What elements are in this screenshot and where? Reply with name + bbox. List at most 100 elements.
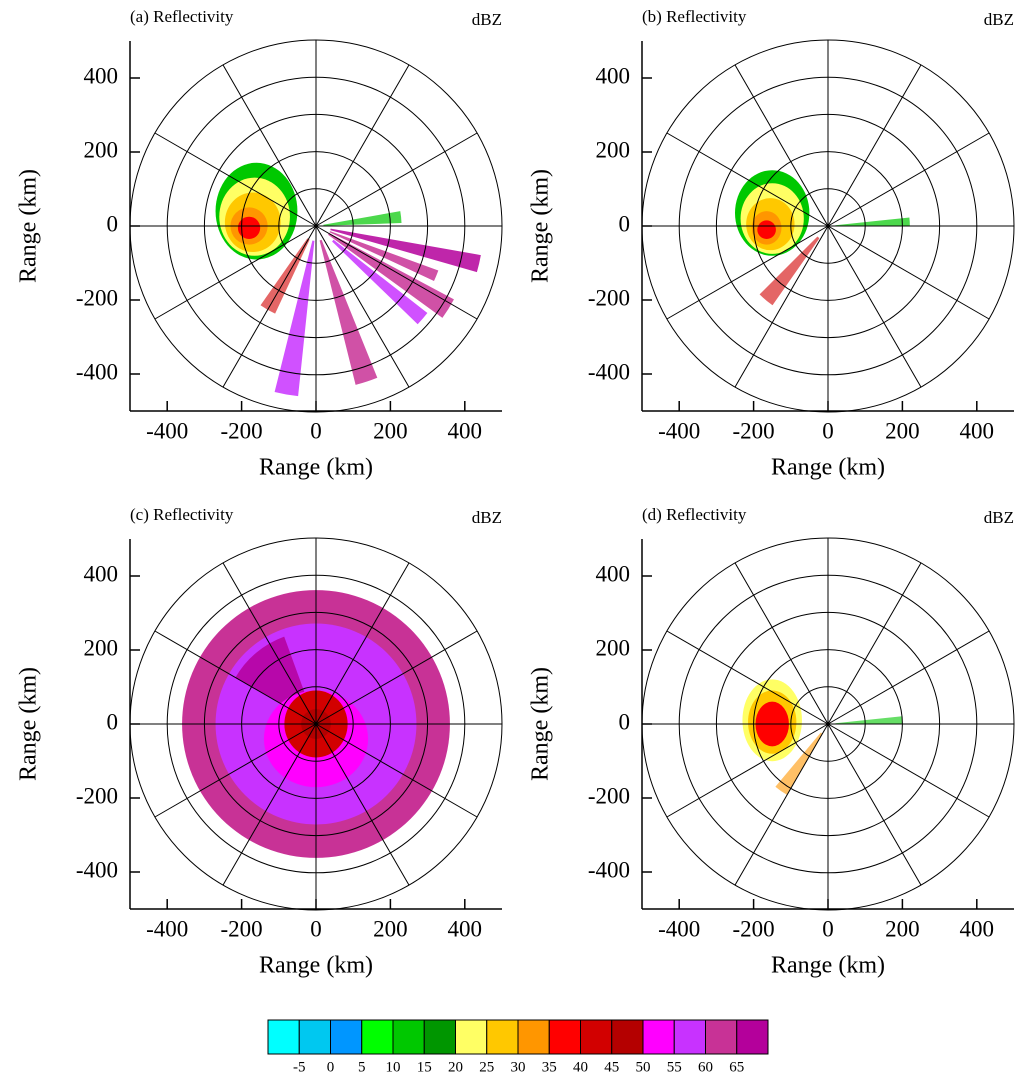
x-tick-label: 0 [310, 418, 322, 443]
y-axis-label: Range (km) [16, 169, 42, 283]
y-tick-label: -200 [76, 783, 118, 808]
echo-layer [735, 170, 910, 305]
y-tick-label: 0 [619, 211, 631, 236]
colorbar-label: 5 [358, 1059, 366, 1075]
colorbar-label: 25 [479, 1059, 494, 1075]
spoke [828, 226, 921, 387]
x-tick-label: 200 [885, 916, 920, 941]
y-axis-label: Range (km) [16, 667, 42, 781]
y-tick-label: 200 [596, 137, 631, 162]
colorbar-label: 60 [698, 1059, 713, 1075]
units-label: dBZ [984, 10, 1014, 29]
color-box [581, 1020, 612, 1054]
color-box [643, 1020, 674, 1054]
colorbar-label: 55 [667, 1059, 682, 1075]
units-label: dBZ [472, 508, 502, 527]
spoke [828, 563, 921, 724]
color-box [737, 1020, 768, 1054]
x-tick-label: 400 [960, 418, 995, 443]
y-tick-label: -200 [76, 285, 118, 310]
y-tick-label: 200 [596, 635, 631, 660]
color-box [424, 1020, 455, 1054]
colorbar-label: 65 [729, 1059, 744, 1075]
figure: -400-2000200400-400-2000200400(a) Reflec… [0, 0, 1015, 1081]
y-tick-label: 0 [107, 211, 119, 236]
x-tick-label: -200 [221, 418, 263, 443]
x-tick-label: -400 [146, 418, 188, 443]
x-tick-label: 200 [373, 418, 408, 443]
y-tick-label: 0 [619, 709, 631, 734]
color-box [706, 1020, 737, 1054]
page: {"chart_data": [ {"type": "radar", "titl… [0, 0, 1015, 1081]
y-tick-label: 400 [84, 561, 119, 586]
echo-layer [742, 679, 902, 795]
y-tick-label: -200 [588, 783, 630, 808]
colorbar-label: 30 [511, 1059, 526, 1075]
x-tick-label: -400 [146, 916, 188, 941]
echo [757, 220, 776, 239]
color-box [674, 1020, 705, 1054]
color-box [331, 1020, 362, 1054]
panel-title: (d) Reflectivity [642, 505, 747, 524]
y-tick-label: -400 [588, 857, 630, 882]
x-axis-label: Range (km) [771, 953, 885, 979]
y-tick-label: -400 [588, 359, 630, 384]
y-axis-label: Range (km) [528, 667, 554, 781]
colorbar-label: 35 [542, 1059, 557, 1075]
echo-layer [216, 163, 481, 396]
colorbar-label: 50 [636, 1059, 651, 1075]
x-tick-label: -400 [658, 418, 700, 443]
x-tick-label: -200 [221, 916, 263, 941]
y-tick-label: -200 [588, 285, 630, 310]
x-axis-label: Range (km) [259, 953, 373, 979]
spoke [828, 226, 989, 319]
spoke [828, 133, 989, 226]
y-tick-label: 400 [84, 63, 119, 88]
x-tick-label: -200 [733, 916, 775, 941]
panel-title: (c) Reflectivity [130, 505, 234, 524]
colorbar-label: 40 [573, 1059, 588, 1075]
y-tick-label: -400 [76, 857, 118, 882]
panel-title: (a) Reflectivity [130, 7, 234, 26]
x-tick-label: 200 [373, 916, 408, 941]
y-tick-label: 400 [596, 63, 631, 88]
color-box [612, 1020, 643, 1054]
color-box [362, 1020, 393, 1054]
colorbar-label: -5 [293, 1059, 306, 1075]
color-box [487, 1020, 518, 1054]
colorbar-label: 10 [386, 1059, 401, 1075]
spoke [828, 631, 989, 724]
x-tick-label: 400 [448, 916, 483, 941]
y-tick-label: 200 [84, 137, 119, 162]
units-label: dBZ [472, 10, 502, 29]
y-tick-label: 200 [84, 635, 119, 660]
x-tick-label: 0 [822, 418, 834, 443]
color-box [299, 1020, 330, 1054]
x-tick-label: 0 [822, 916, 834, 941]
x-tick-label: 400 [960, 916, 995, 941]
x-tick-label: -200 [733, 418, 775, 443]
spoke [828, 724, 989, 817]
x-tick-label: -400 [658, 916, 700, 941]
panel-title: (b) Reflectivity [642, 7, 747, 26]
units-label: dBZ [984, 508, 1014, 527]
x-axis-label: Range (km) [771, 455, 885, 481]
spoke [828, 724, 921, 885]
spoke [828, 65, 921, 226]
colorbar-label: 20 [448, 1059, 463, 1075]
y-tick-label: -400 [76, 359, 118, 384]
y-axis-label: Range (km) [528, 169, 554, 283]
color-box [268, 1020, 299, 1054]
y-tick-label: 0 [107, 709, 119, 734]
echo [835, 217, 909, 226]
colorbar-label: 0 [327, 1059, 335, 1075]
color-box [456, 1020, 487, 1054]
x-tick-label: 400 [448, 418, 483, 443]
spoke [316, 65, 409, 226]
color-box [518, 1020, 549, 1054]
x-axis-label: Range (km) [259, 455, 373, 481]
x-tick-label: 0 [310, 916, 322, 941]
colorbar-label: 45 [604, 1059, 619, 1075]
y-tick-label: 400 [596, 561, 631, 586]
colorbar-label: 15 [417, 1059, 432, 1075]
